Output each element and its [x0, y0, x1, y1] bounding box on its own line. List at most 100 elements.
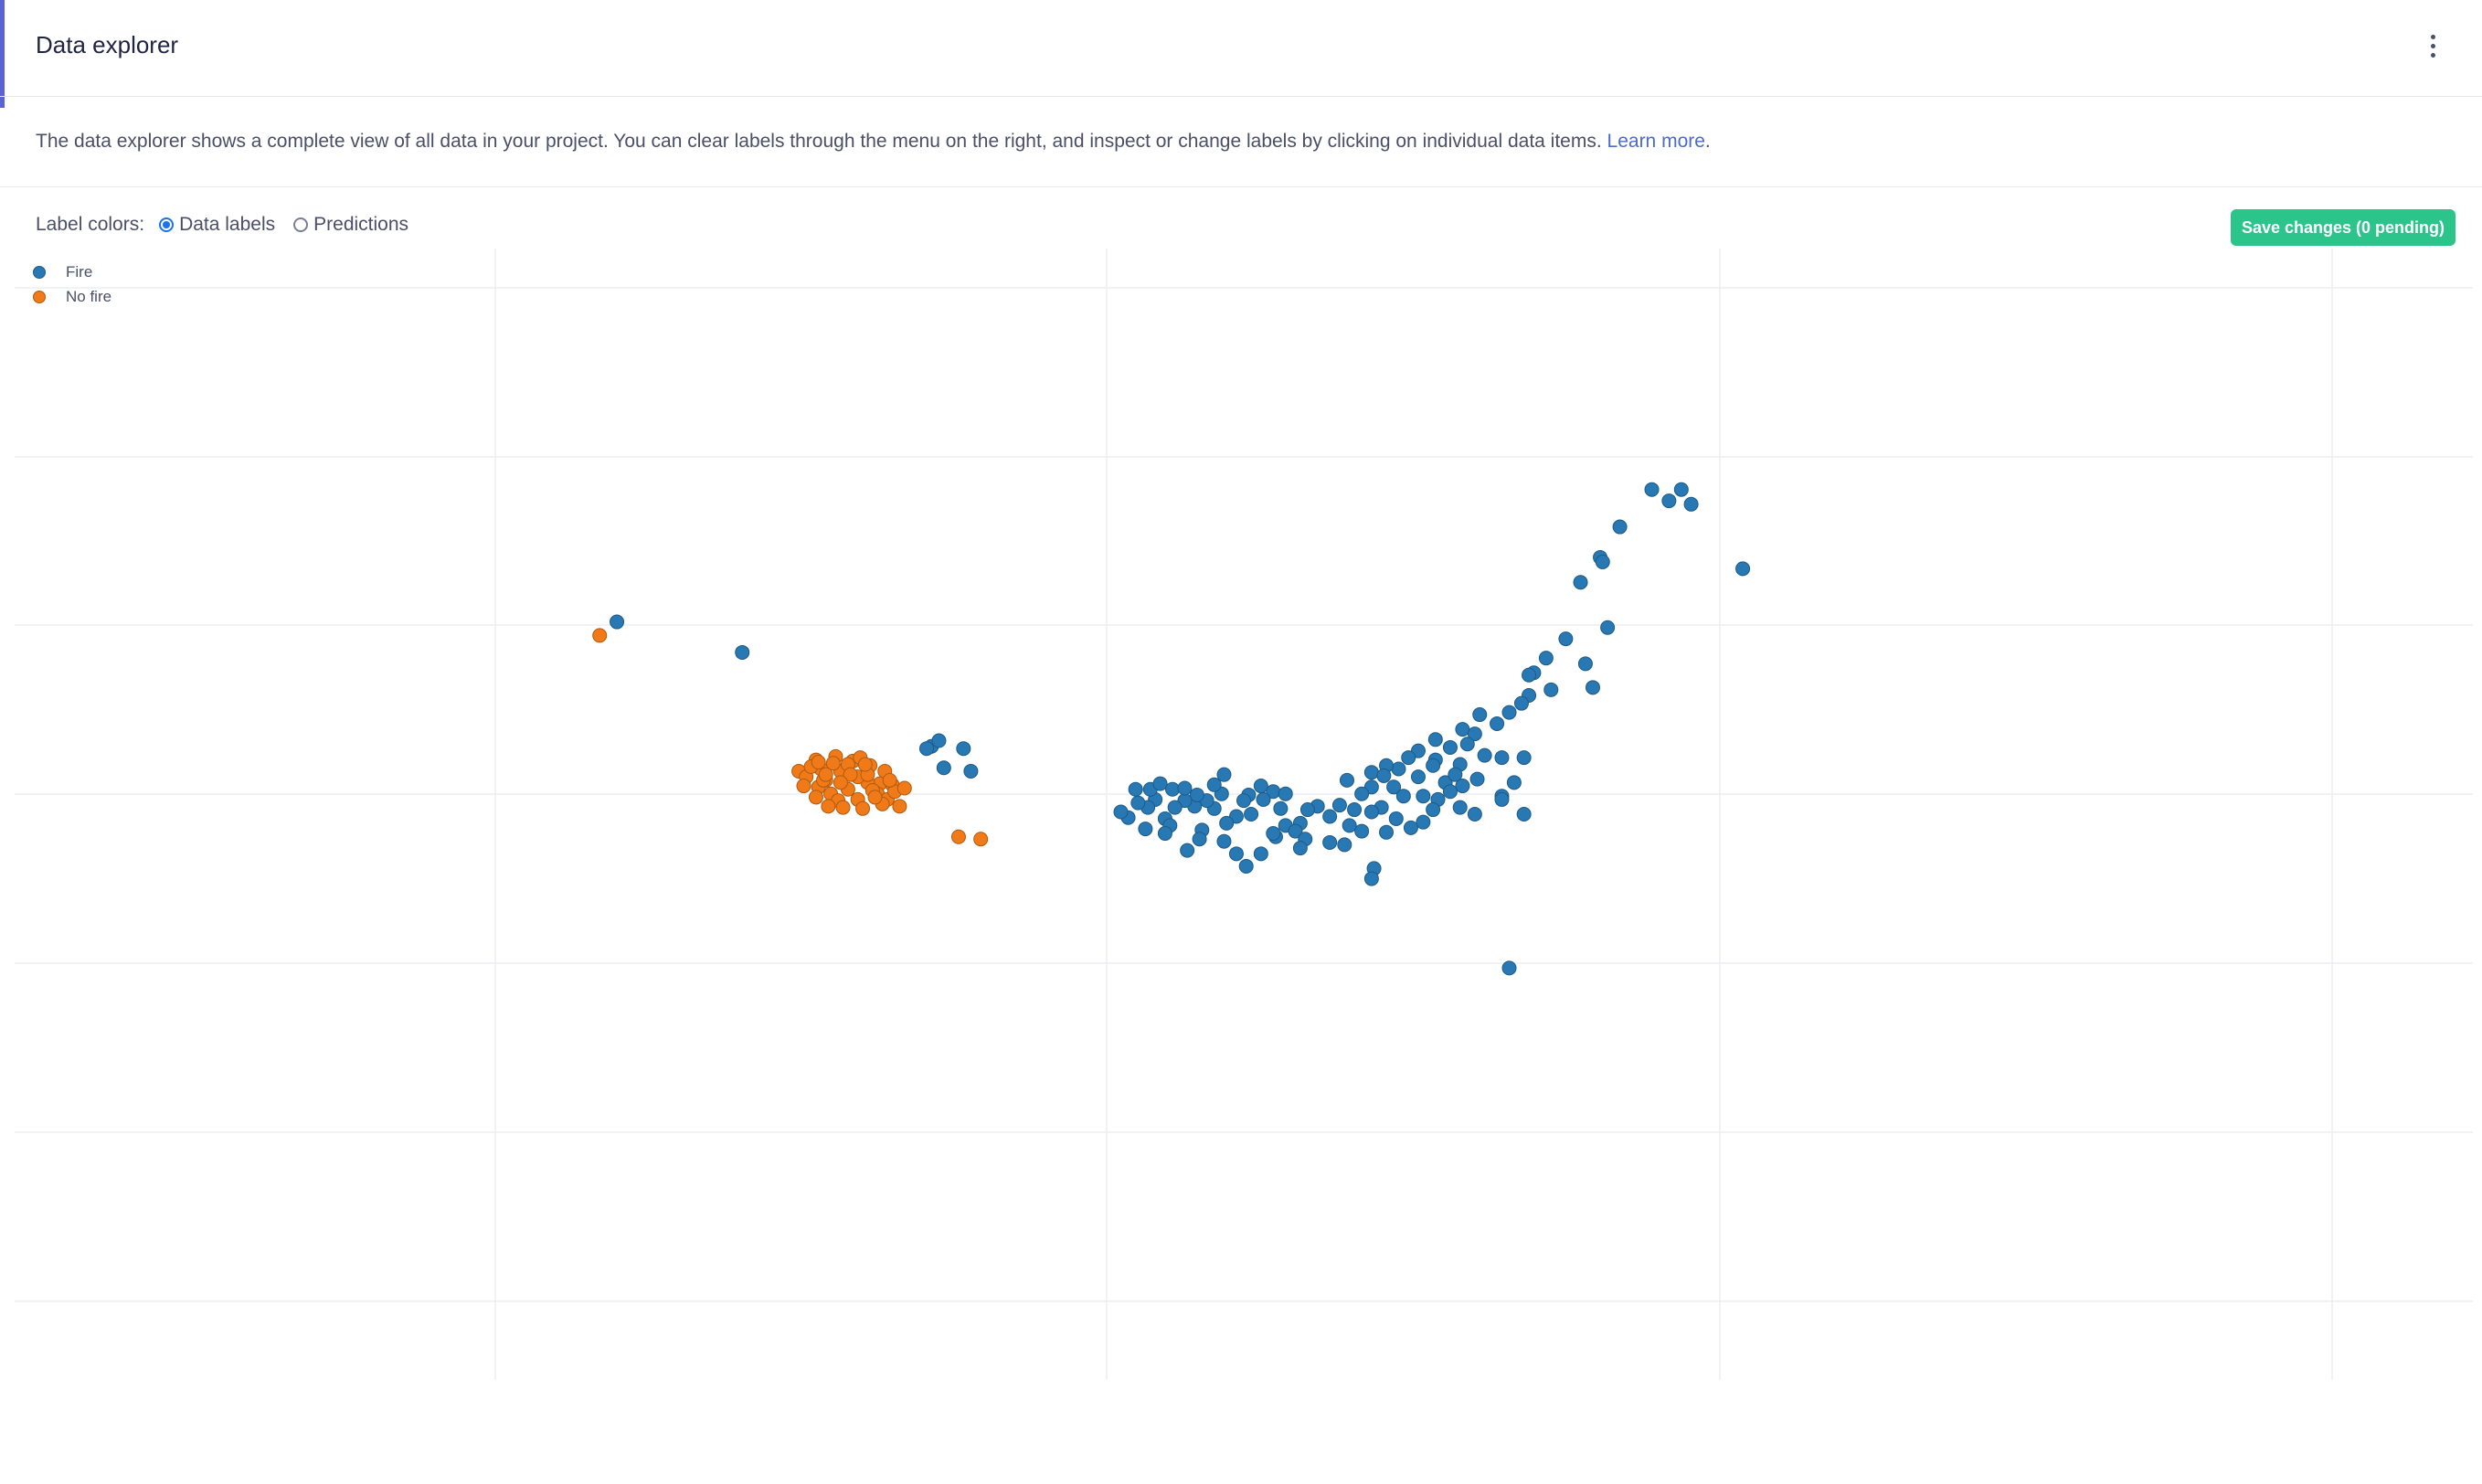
- data-point-no-fire[interactable]: [867, 790, 883, 805]
- data-point-fire[interactable]: [1152, 776, 1168, 791]
- data-labels-radio[interactable]: [159, 217, 175, 232]
- data-point-fire[interactable]: [1164, 781, 1180, 797]
- data-point-fire[interactable]: [1426, 802, 1441, 818]
- data-point-fire[interactable]: [1236, 793, 1251, 809]
- data-point-fire[interactable]: [1683, 496, 1699, 512]
- data-point-fire[interactable]: [1216, 833, 1232, 849]
- data-point-fire[interactable]: [1469, 771, 1485, 787]
- data-point-fire[interactable]: [1192, 832, 1207, 847]
- data-point-fire[interactable]: [1543, 682, 1559, 697]
- data-point-fire[interactable]: [1253, 846, 1268, 862]
- data-point-fire[interactable]: [1644, 482, 1660, 497]
- data-point-fire[interactable]: [1278, 786, 1293, 801]
- data-point-fire[interactable]: [1388, 811, 1404, 826]
- data-point-fire[interactable]: [1573, 575, 1588, 590]
- data-point-no-fire[interactable]: [811, 755, 826, 770]
- data-point-no-fire[interactable]: [835, 800, 851, 815]
- save-changes-button[interactable]: Save changes (0 pending): [2231, 209, 2455, 246]
- data-point-no-fire[interactable]: [973, 832, 989, 847]
- data-point-fire[interactable]: [1403, 820, 1418, 835]
- data-point-fire[interactable]: [1661, 493, 1677, 509]
- predictions-radio-label[interactable]: Predictions: [313, 214, 409, 235]
- data-point-fire[interactable]: [610, 614, 625, 630]
- data-point-fire[interactable]: [918, 741, 934, 757]
- data-point-fire[interactable]: [1506, 775, 1522, 790]
- data-point-fire[interactable]: [1600, 620, 1616, 635]
- data-point-fire[interactable]: [1363, 804, 1379, 820]
- data-point-fire[interactable]: [1354, 823, 1370, 839]
- data-point-fire[interactable]: [1256, 791, 1271, 807]
- data-point-fire[interactable]: [931, 733, 947, 748]
- scatter-plot[interactable]: [0, 249, 2482, 1382]
- data-point-no-fire[interactable]: [843, 767, 858, 782]
- data-point-fire[interactable]: [1455, 779, 1470, 794]
- data-labels-radio-label[interactable]: Data labels: [179, 214, 276, 235]
- data-point-fire[interactable]: [1455, 722, 1470, 737]
- data-point-no-fire[interactable]: [821, 799, 836, 814]
- data-point-fire[interactable]: [1735, 561, 1751, 577]
- data-point-fire[interactable]: [1416, 814, 1431, 830]
- data-point-fire[interactable]: [1331, 798, 1347, 813]
- data-point-fire[interactable]: [1322, 809, 1338, 824]
- data-point-no-fire[interactable]: [796, 779, 811, 794]
- data-point-fire[interactable]: [1585, 680, 1600, 695]
- data-point-fire[interactable]: [1130, 795, 1146, 811]
- data-point-fire[interactable]: [1266, 826, 1281, 842]
- data-point-fire[interactable]: [1322, 834, 1338, 850]
- data-point-fire[interactable]: [1459, 737, 1475, 752]
- data-point-fire[interactable]: [1363, 765, 1379, 780]
- data-point-fire[interactable]: [1180, 843, 1195, 858]
- data-point-no-fire[interactable]: [950, 829, 966, 844]
- data-point-fire[interactable]: [1299, 802, 1315, 818]
- data-point-no-fire[interactable]: [808, 790, 823, 805]
- data-point-fire[interactable]: [1273, 800, 1289, 816]
- data-point-no-fire[interactable]: [818, 767, 833, 782]
- data-point-fire[interactable]: [1427, 732, 1443, 747]
- learn-more-link[interactable]: Learn more: [1607, 131, 1705, 152]
- data-point-no-fire[interactable]: [592, 628, 608, 643]
- data-point-fire[interactable]: [1467, 807, 1482, 822]
- data-point-fire[interactable]: [1128, 781, 1143, 797]
- data-point-fire[interactable]: [1395, 789, 1411, 804]
- data-point-fire[interactable]: [1113, 804, 1129, 820]
- data-point-fire[interactable]: [1347, 802, 1363, 818]
- data-point-fire[interactable]: [1501, 960, 1517, 976]
- data-point-fire[interactable]: [1216, 767, 1232, 782]
- data-point-fire[interactable]: [1477, 747, 1492, 763]
- data-point-fire[interactable]: [1138, 822, 1153, 837]
- data-point-no-fire[interactable]: [882, 772, 897, 788]
- data-point-fire[interactable]: [1448, 767, 1463, 782]
- data-point-fire[interactable]: [956, 741, 971, 757]
- data-point-no-fire[interactable]: [896, 780, 912, 796]
- data-point-fire[interactable]: [1386, 779, 1402, 795]
- data-point-no-fire[interactable]: [855, 800, 871, 816]
- data-point-fire[interactable]: [1244, 807, 1259, 822]
- data-point-fire[interactable]: [1342, 818, 1357, 833]
- legend-item-fire[interactable]: Fire: [33, 260, 111, 284]
- data-point-fire[interactable]: [1513, 695, 1529, 711]
- data-point-fire[interactable]: [1577, 656, 1593, 672]
- data-point-fire[interactable]: [1253, 779, 1268, 794]
- legend-item-no-fire[interactable]: No fire: [33, 284, 111, 309]
- predictions-radio[interactable]: [293, 217, 309, 232]
- data-point-fire[interactable]: [1410, 769, 1426, 785]
- data-point-fire[interactable]: [1292, 841, 1308, 856]
- data-point-fire[interactable]: [1612, 519, 1628, 535]
- data-point-fire[interactable]: [1467, 726, 1482, 742]
- data-point-fire[interactable]: [1339, 772, 1354, 788]
- data-point-fire[interactable]: [1522, 667, 1537, 683]
- data-point-fire[interactable]: [1501, 705, 1517, 720]
- data-point-fire[interactable]: [1472, 707, 1488, 723]
- data-point-no-fire[interactable]: [857, 757, 873, 772]
- data-point-fire[interactable]: [1490, 716, 1505, 731]
- data-point-fire[interactable]: [1379, 824, 1395, 840]
- data-point-fire[interactable]: [1238, 858, 1254, 874]
- data-point-fire[interactable]: [1494, 750, 1510, 766]
- data-point-fire[interactable]: [735, 644, 750, 660]
- data-point-fire[interactable]: [1177, 780, 1193, 796]
- data-point-fire[interactable]: [1363, 871, 1379, 886]
- data-point-fire[interactable]: [1354, 786, 1370, 801]
- data-point-fire[interactable]: [1206, 777, 1222, 792]
- data-point-fire[interactable]: [1442, 784, 1458, 800]
- data-point-fire[interactable]: [1516, 750, 1532, 766]
